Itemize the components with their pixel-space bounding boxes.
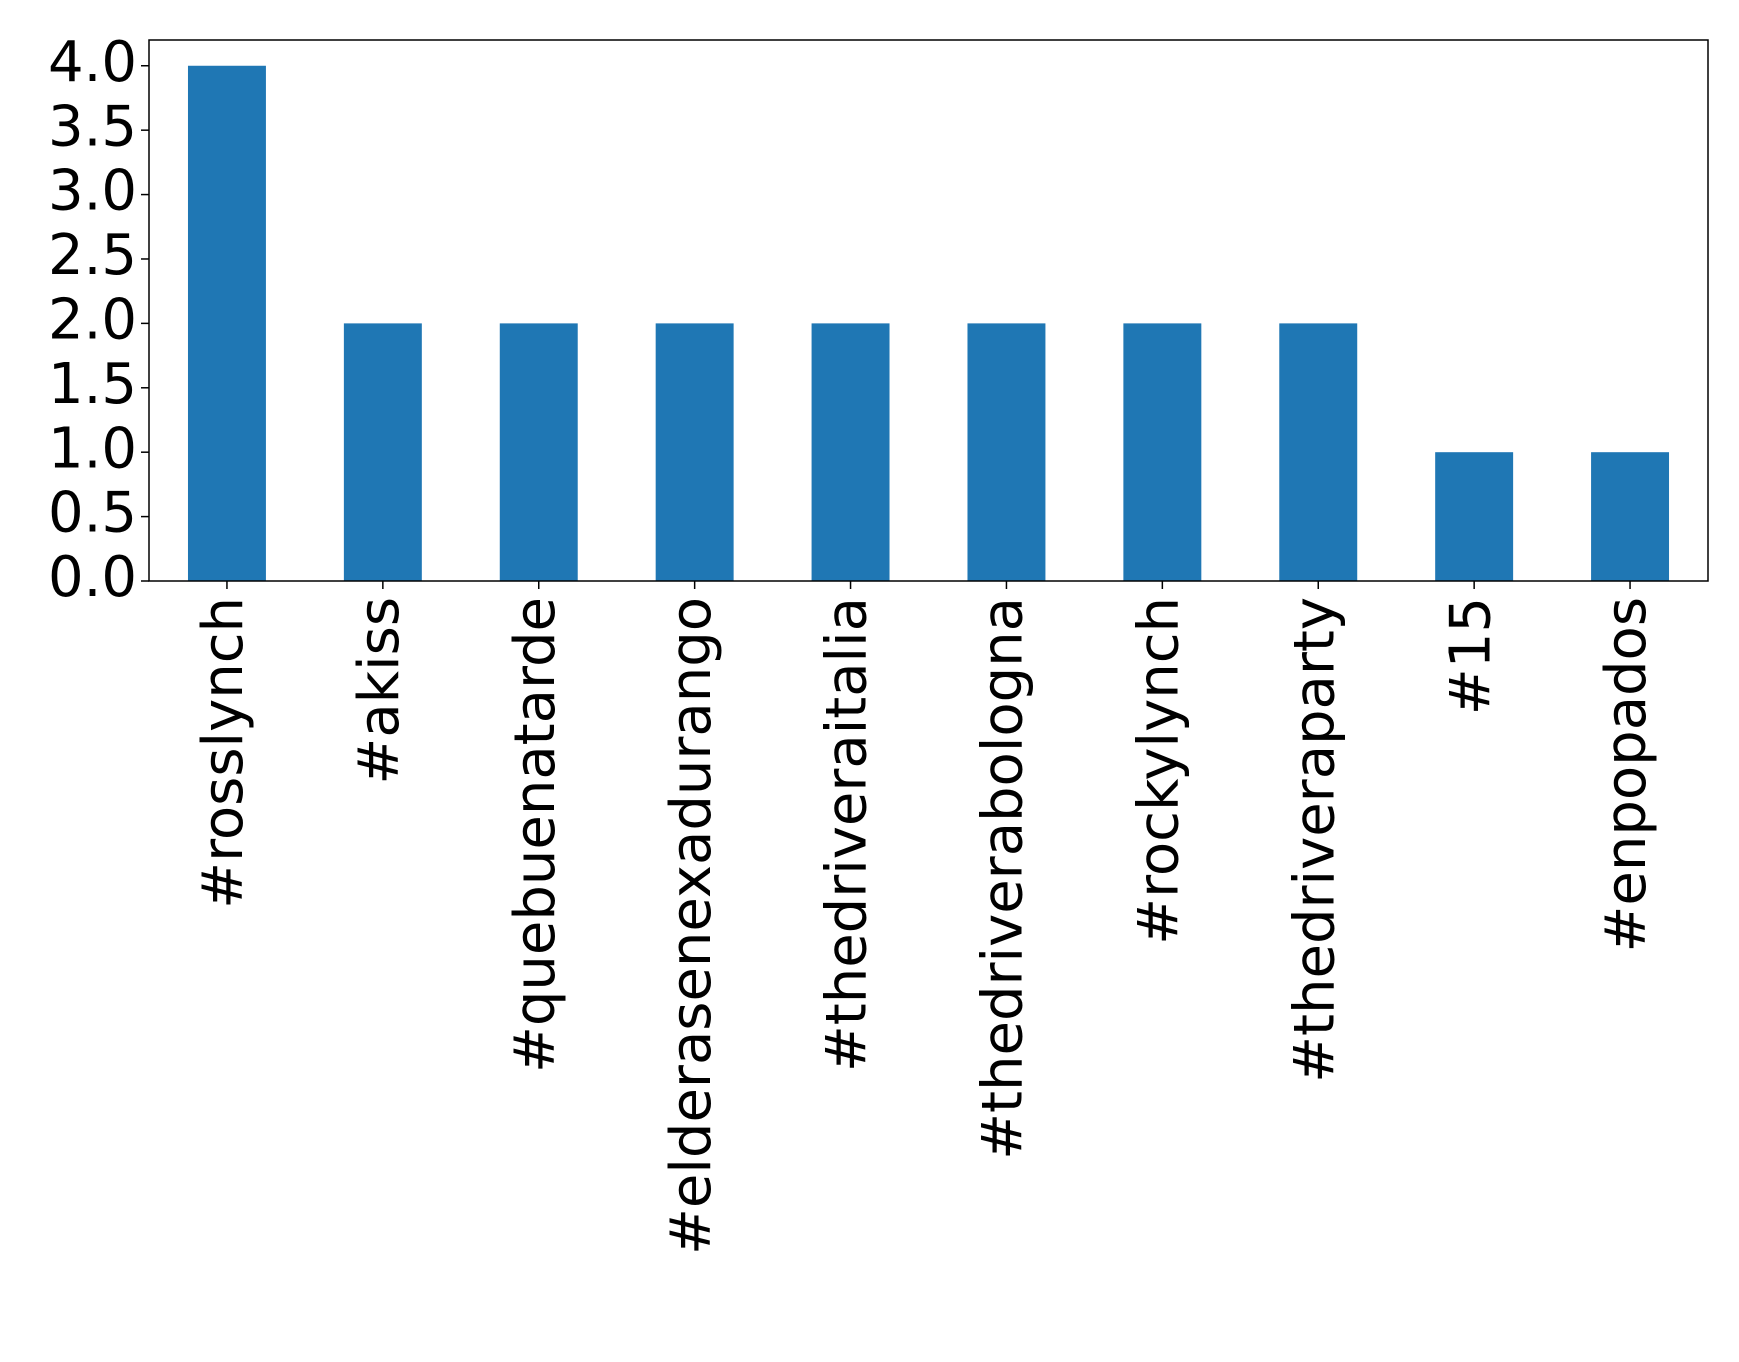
x-tick-label: #thedriverabologna — [971, 597, 1036, 1160]
y-tick-label: 0.0 — [48, 545, 137, 610]
bar — [1435, 452, 1514, 581]
bar — [655, 323, 734, 581]
bar — [1123, 323, 1202, 581]
bar — [187, 65, 266, 581]
bar — [343, 323, 422, 581]
bar — [811, 323, 890, 581]
x-tick-label: #elderasenexadurango — [659, 597, 724, 1255]
y-tick-label: 2.0 — [48, 288, 137, 353]
y-tick-label: 4.0 — [48, 30, 137, 95]
x-tick-label: #15 — [1438, 597, 1503, 715]
plot-frame — [148, 39, 1709, 582]
x-tick-label: #thedriveraitalia — [815, 597, 880, 1072]
bar — [1591, 452, 1670, 581]
x-tick-label: #enpopados — [1594, 597, 1659, 953]
y-tick-label: 3.0 — [48, 159, 137, 224]
y-tick-label: 1.5 — [48, 352, 137, 417]
y-tick-label: 3.5 — [48, 94, 137, 159]
x-tick-label: #thedriveraparty — [1282, 597, 1347, 1083]
bar — [967, 323, 1046, 581]
y-tick-label: 2.5 — [48, 223, 137, 288]
x-tick-label: #quebuenatarde — [503, 597, 568, 1073]
x-tick-label: #akiss — [347, 597, 412, 785]
y-tick-label: 1.0 — [48, 416, 137, 481]
bar — [499, 323, 578, 581]
y-tick-label: 0.5 — [48, 481, 137, 546]
x-tick-label: #rockylynch — [1126, 597, 1191, 945]
bar — [1279, 323, 1358, 581]
x-tick-label: #rosslynch — [191, 597, 256, 909]
